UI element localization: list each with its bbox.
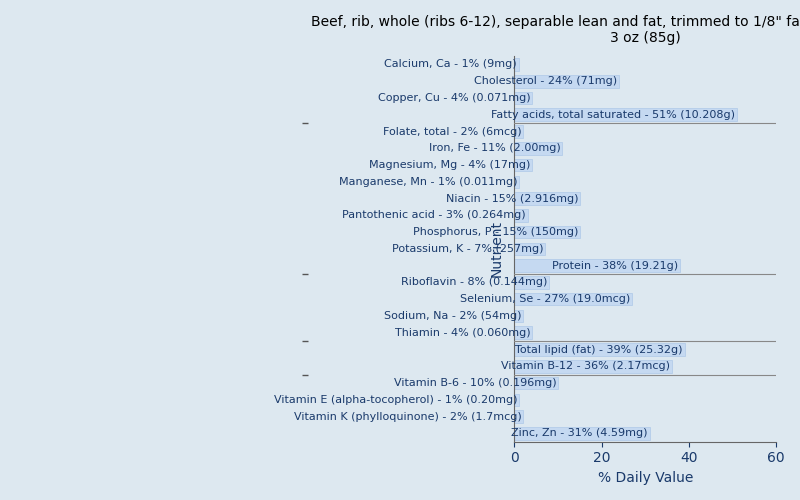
Bar bbox=[514, 343, 685, 356]
Text: Riboflavin - 8% (0.144mg): Riboflavin - 8% (0.144mg) bbox=[402, 278, 548, 287]
Bar bbox=[514, 310, 523, 322]
Bar bbox=[514, 226, 580, 238]
Bar bbox=[514, 75, 619, 88]
Text: Calcium, Ca - 1% (9mg): Calcium, Ca - 1% (9mg) bbox=[385, 60, 517, 70]
Text: Zinc, Zn - 31% (4.59mg): Zinc, Zn - 31% (4.59mg) bbox=[511, 428, 648, 438]
Bar bbox=[514, 108, 737, 121]
Text: Vitamin E (alpha-tocopherol) - 1% (0.20mg): Vitamin E (alpha-tocopherol) - 1% (0.20m… bbox=[274, 395, 517, 405]
X-axis label: % Daily Value: % Daily Value bbox=[598, 471, 693, 485]
Bar bbox=[514, 326, 532, 339]
Text: Total lipid (fat) - 39% (25.32g): Total lipid (fat) - 39% (25.32g) bbox=[515, 344, 683, 354]
Text: Cholesterol - 24% (71mg): Cholesterol - 24% (71mg) bbox=[474, 76, 618, 86]
Bar bbox=[514, 242, 545, 255]
Text: Manganese, Mn - 1% (0.011mg): Manganese, Mn - 1% (0.011mg) bbox=[338, 177, 517, 187]
Bar bbox=[514, 260, 680, 272]
Bar bbox=[514, 209, 527, 222]
Bar bbox=[514, 176, 519, 188]
Bar bbox=[514, 276, 550, 288]
Text: Vitamin K (phylloquinone) - 2% (1.7mcg): Vitamin K (phylloquinone) - 2% (1.7mcg) bbox=[294, 412, 522, 422]
Text: Folate, total - 2% (6mcg): Folate, total - 2% (6mcg) bbox=[383, 126, 522, 136]
Bar bbox=[514, 377, 558, 390]
Bar bbox=[514, 394, 519, 406]
Text: Protein - 38% (19.21g): Protein - 38% (19.21g) bbox=[552, 260, 678, 270]
Y-axis label: Nutrient: Nutrient bbox=[490, 220, 504, 278]
Text: Thiamin - 4% (0.060mg): Thiamin - 4% (0.060mg) bbox=[394, 328, 530, 338]
Text: Fatty acids, total saturated - 51% (10.208g): Fatty acids, total saturated - 51% (10.2… bbox=[491, 110, 735, 120]
Text: Vitamin B-6 - 10% (0.196mg): Vitamin B-6 - 10% (0.196mg) bbox=[394, 378, 556, 388]
Bar bbox=[514, 159, 532, 172]
Text: Copper, Cu - 4% (0.071mg): Copper, Cu - 4% (0.071mg) bbox=[378, 93, 530, 103]
Bar bbox=[514, 142, 562, 154]
Bar bbox=[514, 92, 532, 104]
Text: Pantothenic acid - 3% (0.264mg): Pantothenic acid - 3% (0.264mg) bbox=[342, 210, 526, 220]
Text: Niacin - 15% (2.916mg): Niacin - 15% (2.916mg) bbox=[446, 194, 578, 203]
Bar bbox=[514, 427, 650, 440]
Title: Beef, rib, whole (ribs 6-12), separable lean and fat, trimmed to 1/8" fat, choic: Beef, rib, whole (ribs 6-12), separable … bbox=[311, 15, 800, 45]
Bar bbox=[514, 293, 632, 306]
Bar bbox=[514, 192, 580, 205]
Text: Selenium, Se - 27% (19.0mcg): Selenium, Se - 27% (19.0mcg) bbox=[460, 294, 630, 304]
Text: Phosphorus, P - 15% (150mg): Phosphorus, P - 15% (150mg) bbox=[413, 227, 578, 237]
Text: Sodium, Na - 2% (54mg): Sodium, Na - 2% (54mg) bbox=[384, 311, 522, 321]
Bar bbox=[514, 126, 523, 138]
Bar bbox=[514, 410, 523, 423]
Text: Iron, Fe - 11% (2.00mg): Iron, Fe - 11% (2.00mg) bbox=[429, 144, 561, 154]
Bar bbox=[514, 58, 519, 71]
Text: Vitamin B-12 - 36% (2.17mcg): Vitamin B-12 - 36% (2.17mcg) bbox=[501, 362, 670, 372]
Text: Magnesium, Mg - 4% (17mg): Magnesium, Mg - 4% (17mg) bbox=[369, 160, 530, 170]
Bar bbox=[514, 360, 671, 372]
Text: Potassium, K - 7% (257mg): Potassium, K - 7% (257mg) bbox=[392, 244, 543, 254]
